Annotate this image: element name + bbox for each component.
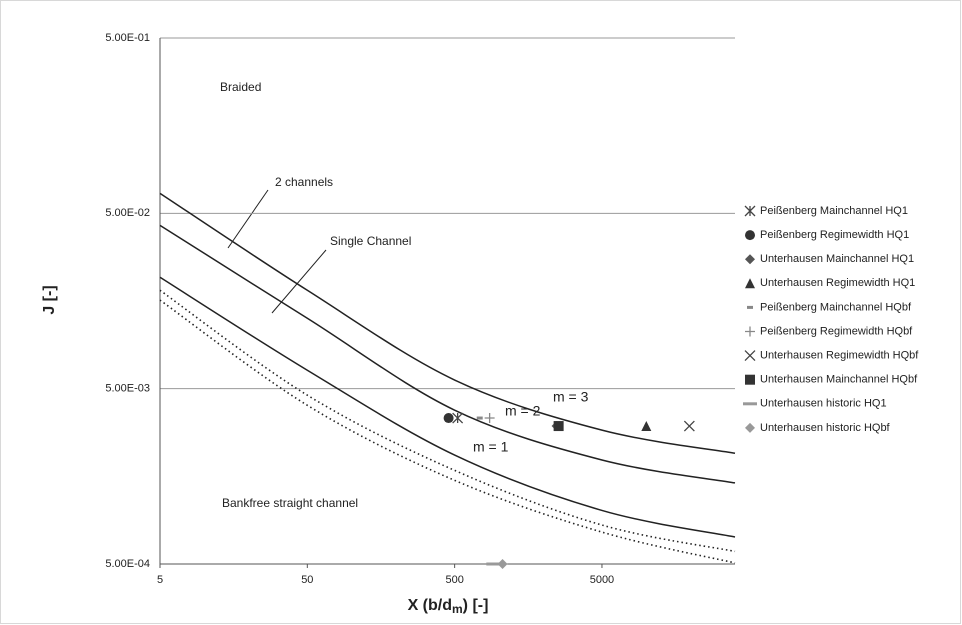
legend-label: Unterhausen Mainchannel HQ1 — [760, 253, 914, 265]
x-tick-label: 500 — [445, 574, 463, 586]
leader-line — [227, 189, 269, 249]
point — [452, 412, 464, 424]
legend-label: Unterhausen Regimewidth HQ1 — [760, 277, 915, 289]
point — [683, 420, 695, 432]
x-tick-label: 5000 — [590, 574, 614, 586]
legend-marker — [744, 350, 756, 362]
y-tick-label: 5.00E-03 — [105, 383, 150, 395]
point — [553, 421, 564, 432]
legend-marker — [745, 422, 755, 433]
legend-label: Peißenberg Mainchannel HQ1 — [760, 205, 908, 217]
curve — [159, 224, 736, 484]
legend-label: Unterhausen Regimewidth HQbf — [760, 350, 919, 362]
point — [641, 421, 652, 432]
point — [484, 413, 495, 424]
legend-label: Peißenberg Mainchannel HQbf — [760, 301, 912, 313]
curve-label: m = 3 — [553, 389, 589, 405]
x-axis-label: X (b/dm) [-] — [408, 597, 489, 616]
x-label-part: X (b/d — [408, 597, 452, 614]
point — [497, 559, 508, 569]
legend-label: Unterhausen historic HQbf — [760, 422, 891, 434]
curve — [159, 276, 736, 538]
annotation: Bankfree straight channel — [222, 496, 358, 510]
legend-marker — [745, 254, 755, 265]
curve — [159, 192, 736, 455]
annotation: Single Channel — [330, 234, 411, 248]
legend-marker — [744, 205, 756, 217]
y-tick-label: 5.00E-04 — [105, 558, 150, 570]
legend-label: Peißenberg Regimewidth HQ1 — [760, 229, 909, 241]
legend-marker — [745, 230, 755, 241]
x-tick-label: 50 — [301, 574, 313, 586]
annotation: 2 channels — [275, 175, 333, 189]
annotation: Braided — [220, 80, 261, 94]
curve-label: m = 2 — [505, 403, 541, 419]
legend-marker — [745, 374, 755, 385]
y-tick-label: 5.00E-01 — [105, 32, 150, 44]
y-axis-label: J [-] — [41, 285, 58, 314]
legend-label: Peißenberg Regimewidth HQbf — [760, 325, 913, 337]
x-label-sub: m — [452, 602, 463, 616]
legend-label: Unterhausen Mainchannel HQbf — [760, 374, 918, 386]
point — [443, 413, 454, 424]
legend-marker — [745, 326, 755, 337]
legend-label: Unterhausen historic HQ1 — [760, 398, 887, 410]
legend-marker — [745, 278, 755, 289]
x-tick-label: 5 — [157, 574, 163, 586]
y-tick-label: 5.00E-02 — [105, 207, 150, 219]
curve-label: m = 1 — [473, 439, 509, 455]
x-label-part: ) [-] — [463, 597, 489, 614]
curve — [159, 299, 736, 564]
